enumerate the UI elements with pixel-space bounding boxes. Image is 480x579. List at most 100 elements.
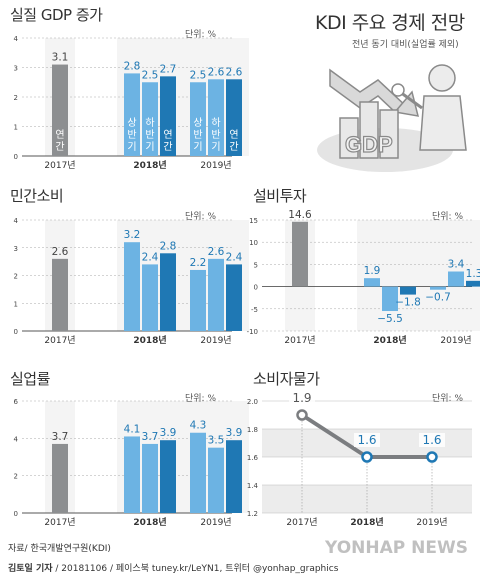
gdp-ytick-label: 2 (14, 94, 18, 102)
gdp-bar-value-label: 2.7 (160, 63, 177, 75)
investment-chart-title: 설비투자 (253, 187, 307, 205)
cpi-value-label-bg (354, 433, 380, 447)
investment-bar-value-label: 1.9 (364, 265, 381, 277)
cpi-value-label: 1.6 (357, 433, 376, 447)
gdp-ytick-label: 0 (14, 153, 18, 161)
gdp-bar-inner-char: 반 (193, 129, 202, 141)
investment-bar-value-label: 3.4 (448, 259, 465, 271)
gdp-bar-inner-char: 반 (127, 129, 136, 141)
consumption-bar (52, 258, 68, 331)
consumption-bar-value-label: 3.2 (124, 229, 141, 241)
unemployment-bar (52, 443, 68, 513)
gdp-bar (226, 79, 242, 156)
investment-ytick-label: 10 (249, 239, 258, 247)
gdp-bar-inner-char: 연 (55, 129, 64, 141)
investment-bar-value-label: −0.7 (425, 292, 451, 304)
gdp-bar (190, 82, 206, 156)
unemployment-bar (124, 436, 140, 513)
gdp-bar-value-label: 3.1 (52, 52, 69, 64)
unemployment-bar (208, 447, 224, 513)
gdp-bar-inner-char: 하 (211, 116, 220, 129)
cpi-value-label: 1.9 (292, 391, 311, 405)
investment-category-label: 2017년 (284, 335, 315, 346)
investment-bar-value-label: 14.6 (288, 209, 312, 221)
unemployment-ytick-label: 6 (14, 398, 19, 406)
investment-category-label: 2018년 (373, 334, 406, 346)
consumption-bar-value-label: 2.4 (142, 251, 159, 263)
gdp-bar-inner-char: 반 (211, 129, 220, 141)
gdp-unit-label: 단위: % (185, 30, 217, 40)
gdp-bar (124, 73, 140, 156)
gdp-bar-inner-label: 상반기 (127, 117, 136, 153)
consumption-category-label: 2018년 (133, 334, 166, 346)
investment-ytick-label: -5 (251, 306, 258, 314)
gdp-category-label: 2017년 (44, 160, 75, 171)
gdp-chart: 0 1 2 3 4 3.1 연간 2017년 2.8 상반기 2.5 하반기 2.7 연간 2018년 2.5… (14, 35, 249, 171)
unemployment-bar-value-label: 3.9 (226, 427, 243, 439)
reporter-name: 김토일 기자 (8, 564, 53, 574)
gdp-ytick-label: 4 (14, 35, 19, 43)
unemployment-chart-title: 실업률 (10, 370, 50, 388)
investment-bar (292, 221, 308, 287)
gdp-chart-title: 실질 GDP 증가 (10, 6, 103, 24)
unemployment-ytick-label: 2 (14, 473, 18, 481)
cpi-ytick-label: 1.6 (247, 454, 259, 462)
gdp-bar-inner-char: 기 (127, 141, 136, 153)
investment-ytick-label: 5 (254, 261, 258, 269)
gdp-bar-inner-label: 연간 (229, 129, 238, 153)
unemployment-ytick-label: 0 (14, 510, 18, 518)
cpi-category-label: 2017년 (286, 517, 317, 528)
investment-category-label: 2019년 (440, 335, 471, 346)
consumption-ytick-label: 3 (14, 245, 18, 253)
infographic-title: KDI 주요 경제 전망 (315, 12, 465, 34)
gdp-bar-value-label: 2.5 (142, 69, 159, 81)
consumption-bar-value-label: 2.8 (160, 240, 177, 252)
unemployment-bar (160, 440, 176, 513)
infographic-subtitle: 전년 동기 대비(실업률 제외) (352, 40, 459, 50)
yonhap-watermark: YONHAP NEWS (325, 538, 468, 558)
unemployment-bar-value-label: 3.5 (208, 435, 225, 447)
illustration-gdp-label: GDP (345, 132, 393, 157)
gdp-bar-value-label: 2.5 (190, 69, 207, 81)
investment-group-bg (357, 220, 423, 331)
cpi-chart-title: 소비자물가 (253, 370, 320, 388)
consumption-bar (190, 269, 206, 331)
unemployment-bar (142, 443, 158, 513)
cpi-ytick-label: 1.2 (247, 510, 258, 518)
unemployment-bar (226, 440, 242, 513)
gdp-ytick-label: 3 (14, 65, 18, 73)
unemployment-bar-value-label: 3.7 (52, 431, 69, 443)
credit-line: 김토일 기자 / 20181106 / 페이스북 tuney.kr/LeYN1,… (8, 561, 338, 574)
gdp-bar-inner-label: 연간 (55, 129, 64, 153)
cpi-category-label: 2018년 (350, 516, 383, 528)
gdp-bar-inner-char: 간 (229, 141, 238, 153)
investment-unit-label: 단위: % (432, 212, 464, 222)
cpi-point (426, 451, 438, 463)
gdp-bar (160, 76, 176, 156)
investment-bar-value-label: −1.8 (395, 297, 421, 309)
gdp-bar-inner-label: 하반기 (211, 116, 220, 153)
consumption-unit-label: 단위: % (185, 212, 217, 222)
gdp-bar (52, 64, 68, 156)
cpi-chart: 1.2 1.4 1.6 1.8 2.0 1.9 2017년 1.6 2018년 1.6 2019년 (247, 391, 472, 528)
consumption-bar (226, 264, 242, 331)
consumption-bar (124, 242, 140, 331)
consumption-chart-title: 민간소비 (10, 187, 64, 205)
gdp-category-label: 2018년 (133, 159, 166, 171)
gdp-bar-inner-char: 기 (193, 141, 202, 153)
investment-bar (430, 286, 446, 290)
gdp-bar-value-label: 2.8 (124, 60, 141, 72)
gdp-bar (142, 82, 158, 156)
cpi-ytick-label: 2.0 (247, 398, 258, 406)
gdp-bar-inner-char: 상 (193, 117, 202, 129)
consumption-bar (208, 258, 224, 331)
cpi-ytick-label: 1.4 (247, 482, 259, 490)
unemployment-category-label: 2017년 (44, 517, 75, 528)
cpi-value-label-bg (289, 391, 315, 405)
gdp-bar-inner-char: 상 (127, 117, 136, 129)
cpi-value-label: 1.6 (422, 433, 441, 447)
consumption-bar (142, 264, 158, 331)
consumption-bar-value-label: 2.6 (208, 246, 225, 258)
